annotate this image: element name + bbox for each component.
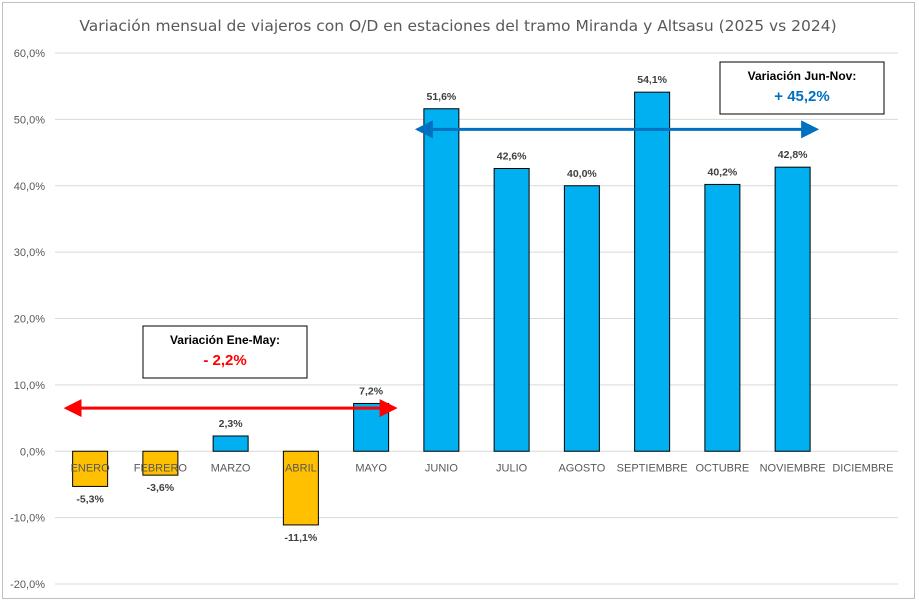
data-label: 51,6%: [426, 91, 456, 103]
bar-abril: [282, 450, 319, 526]
y-tick-label: -20,0%: [10, 579, 45, 591]
data-label: -3,6%: [147, 482, 175, 494]
y-tick-label: 30,0%: [14, 247, 45, 259]
bar-marzo: [212, 435, 249, 452]
data-label: -11,1%: [285, 532, 318, 544]
bars: [72, 91, 811, 526]
data-label: 42,8%: [778, 149, 808, 161]
callout-title: Variación Jun-Nov:: [748, 69, 857, 83]
x-tick-label: SEPTIEMBRE: [617, 462, 688, 474]
bar-junio: [423, 108, 460, 452]
x-tick-label: ENERO: [71, 462, 111, 474]
chart-title: Variación mensual de viajeros con O/D en…: [79, 17, 836, 35]
y-tick-label: -10,0%: [10, 513, 45, 525]
callout-title: Variación Ene-May:: [170, 333, 280, 347]
gridlines: [55, 52, 898, 585]
x-tick-label: OCTUBRE: [695, 462, 749, 474]
bar-septiembre: [634, 91, 671, 452]
x-tick-label: FEBRERO: [134, 462, 188, 474]
data-label: 40,2%: [707, 166, 737, 178]
annotations: Variación Ene-May: - 2,2% Variación Jun-No…: [63, 61, 885, 418]
bar-febrero: [142, 450, 179, 476]
y-tick-label: 50,0%: [14, 114, 45, 126]
bar-agosto: [563, 185, 600, 452]
x-tick-label: NOVIEMBRE: [760, 462, 826, 474]
data-label: 40,0%: [567, 168, 597, 180]
bar-julio: [493, 167, 530, 452]
callout-box: Variación Jun-Nov: + 45,2%: [719, 61, 885, 115]
callout-value: + 45,2%: [774, 88, 829, 105]
data-label: 54,1%: [637, 74, 667, 86]
bar-mayo: [353, 402, 390, 452]
x-tick-label: MAYO: [355, 462, 387, 474]
x-tick-label: JUNIO: [425, 462, 458, 474]
callout-box: Variación Ene-May: - 2,2%: [142, 325, 308, 379]
y-axis-ticks: 60,0% 50,0% 40,0% 30,0% 20,0% 10,0% 0,0% -10,0%…: [10, 48, 45, 591]
x-axis-ticks: ENERO FEBRERO MARZO ABRIL MAYO JUNIO JULIO AGOS…: [71, 462, 894, 474]
callout-frame: [719, 61, 885, 115]
bar-enero: [72, 450, 109, 487]
bar-noviembre: [774, 166, 811, 452]
data-label: 42,6%: [497, 150, 527, 162]
data-label: 2,3%: [219, 418, 244, 430]
x-tick-label: ABRIL: [285, 462, 317, 474]
x-tick-label: DICIEMBRE: [832, 462, 893, 474]
callout-frame: [142, 325, 308, 379]
x-tick-label: MARZO: [211, 462, 251, 474]
data-label: -5,3%: [76, 493, 104, 505]
y-tick-label: 60,0%: [14, 48, 45, 60]
bar-octubre: [704, 183, 741, 452]
data-label: 7,2%: [359, 385, 384, 397]
y-tick-label: 40,0%: [14, 181, 45, 193]
x-tick-label: JULIO: [496, 462, 528, 474]
y-tick-label: 10,0%: [14, 380, 45, 392]
x-tick-label: AGOSTO: [558, 462, 605, 474]
y-tick-label: 0,0%: [20, 446, 45, 458]
data-labels: -5,3% -3,6% 2,3% -11,1% 7,2% 51,6% 42,6% 40,0% 5…: [76, 74, 808, 544]
y-tick-label: 20,0%: [14, 314, 45, 326]
callout-value: - 2,2%: [203, 352, 246, 369]
